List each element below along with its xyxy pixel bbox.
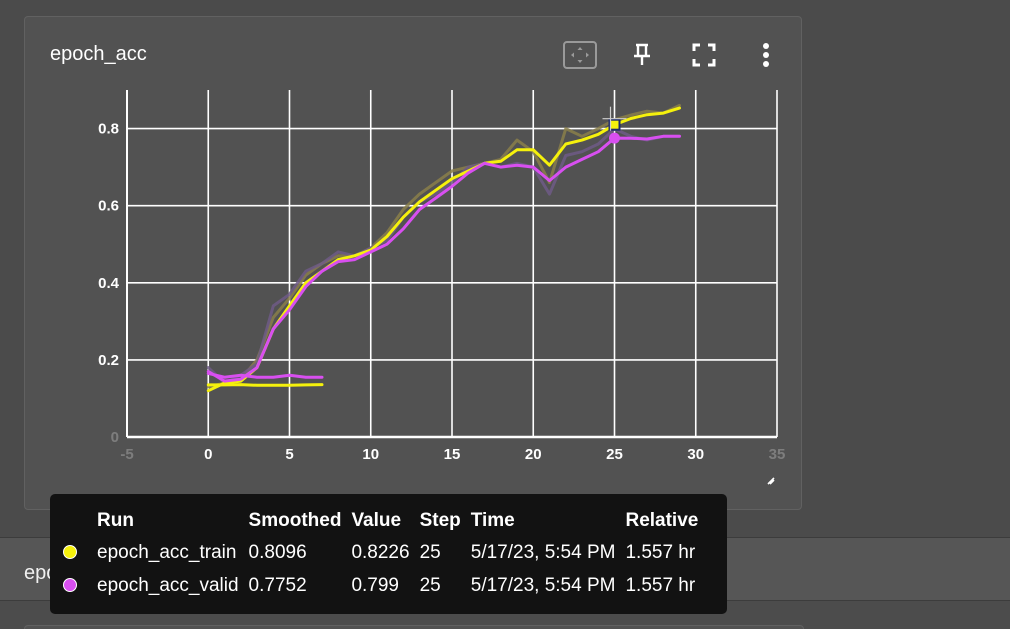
x-tick-label: 0 [204, 446, 212, 463]
x-tick-label: 25 [606, 446, 623, 463]
card-toolbar [535, 39, 783, 71]
tooltip-header-run: Run [97, 510, 134, 531]
tooltip-header-step: Step [419, 510, 461, 531]
fit-domain-button[interactable] [563, 39, 597, 71]
next-scalar-card [24, 625, 804, 629]
x-tick-label: 5 [285, 446, 293, 463]
tooltip-smoothed: 0.8096 [248, 541, 307, 563]
tooltip-header-time: Time [470, 510, 515, 531]
tooltip-table: Run Smoothed Value Step Time Relative ep… [58, 506, 703, 602]
scalar-card: epoch_acc [24, 16, 802, 510]
tooltip-relative: 1.557 hr [625, 541, 696, 563]
pin-button[interactable] [625, 39, 659, 71]
fullscreen-button[interactable] [687, 39, 721, 71]
tooltip-smoothed: 0.7752 [248, 574, 307, 596]
tooltip-relative: 1.557 hr [625, 574, 696, 596]
tooltip-run-name: epoch_acc_train [97, 541, 237, 563]
tooltip-run-name: epoch_acc_valid [97, 574, 239, 596]
resize-handle-icon [767, 477, 775, 485]
run-color-swatch [58, 569, 92, 602]
tooltip-header-value: Value [351, 510, 402, 531]
tooltip-time: 5/17/23, 5:54 PM [470, 574, 616, 596]
tooltip-row-train: epoch_acc_train 0.8096 0.8226 25 5/17/23… [58, 536, 703, 569]
fit-domain-icon [563, 41, 597, 69]
tooltip-time: 5/17/23, 5:54 PM [470, 541, 616, 563]
x-tick-label: 15 [444, 446, 461, 463]
train-color-dot [63, 545, 77, 560]
x-tick-label: 35 [769, 446, 786, 463]
tooltip-step: 25 [419, 541, 441, 563]
hover-point-train [608, 118, 621, 131]
x-tick-label: 30 [687, 446, 704, 463]
series-line-valid-smoothed [206, 371, 324, 379]
y-tick-label: 0.4 [98, 275, 120, 292]
series-line-train-smoothed [206, 106, 681, 393]
series-line-train-raw [206, 103, 681, 389]
y-tick-label: 0.8 [98, 121, 119, 138]
x-tick-label: -5 [120, 446, 133, 463]
y-tick-label: 0 [111, 429, 119, 446]
tooltip-value: 0.8226 [351, 541, 410, 563]
tooltip-row-valid: epoch_acc_valid 0.7752 0.799 25 5/17/23,… [58, 569, 703, 602]
pin-icon [634, 43, 650, 65]
tooltip-header-swatch [58, 506, 92, 536]
card-title: epoch_acc [50, 43, 147, 65]
tooltip-step: 25 [419, 574, 441, 596]
series-line-valid-raw [206, 127, 681, 385]
tooltip-value: 0.799 [351, 574, 399, 596]
more-vert-icon [763, 43, 769, 67]
series-line-train-smoothed [206, 383, 324, 387]
tooltip-header-smoothed: Smoothed [248, 510, 342, 531]
series-line-valid-smoothed [206, 134, 681, 383]
fullscreen-icon [692, 43, 716, 67]
x-tick-label: 20 [525, 446, 542, 463]
valid-color-dot [63, 578, 77, 593]
x-tick-label: 10 [362, 446, 379, 463]
run-color-swatch [58, 536, 92, 569]
y-tick-label: 0.6 [98, 198, 119, 215]
tooltip-header-relative: Relative [625, 510, 699, 531]
more-options-button[interactable] [749, 39, 783, 71]
hover-tooltip: Run Smoothed Value Step Time Relative ep… [50, 494, 727, 614]
y-tick-label: 0.2 [98, 352, 119, 369]
tooltip-header-row: Run Smoothed Value Step Time Relative [58, 506, 703, 536]
hover-point-valid [609, 132, 620, 144]
